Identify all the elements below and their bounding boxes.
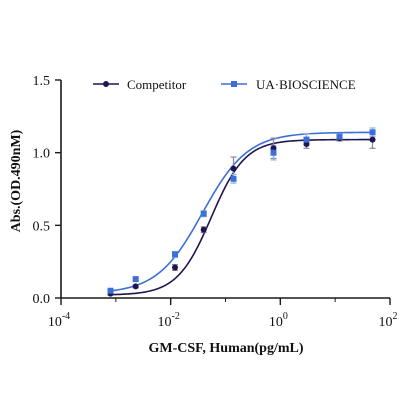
legend-marker-square [231,81,237,87]
y-tick-label: 1.0 [33,147,51,162]
data-point-circle [132,283,139,290]
x-tick-label: 100 [269,311,288,330]
y-axis-title: Abs.(OD.490nM) [9,129,24,232]
error-bars [107,127,376,296]
data-point-square [303,136,310,143]
data-point-square [369,129,376,136]
data-point-square [172,251,179,258]
data-point-square [336,133,343,140]
data-point-circle [230,165,237,172]
legend: Competitor UA·BIOSCIENCE [93,77,356,92]
data-point-circle [172,264,179,271]
legend-label: Competitor [127,77,187,92]
data-point-circle [369,136,376,143]
axes: 0.0 0.5 1.0 1.5 10-4 10-2 100 102 [33,74,398,330]
data-point-square [132,276,139,283]
x-tick-label: 10-2 [157,311,179,330]
fit-curve [110,138,373,296]
legend-label: UA·BIOSCIENCE [256,77,356,92]
data-point-square [230,175,237,182]
x-tick-label: 102 [379,311,398,330]
data-point-square [270,149,277,156]
x-axis-title: GM-CSF, Human(pg/mL) [148,341,303,356]
fit-curve [110,131,373,292]
y-tick-label: 0.0 [33,292,51,307]
data-point-circle [200,226,207,233]
fit-curves [110,131,373,296]
y-tick-label: 0.5 [33,219,51,234]
data-point-square [200,210,207,217]
data-points [107,129,376,297]
y-tick-label: 1.5 [33,74,51,89]
data-point-square [107,287,114,294]
legend-marker-circle [103,81,109,87]
x-tick-label: 10-4 [48,311,70,330]
